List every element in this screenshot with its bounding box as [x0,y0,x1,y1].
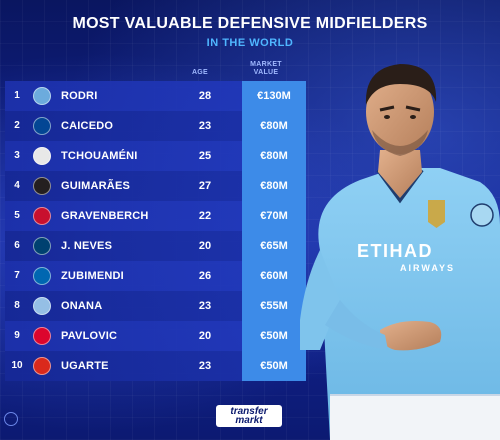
manchester-united-crest [33,356,51,375]
table-row: 10 UGARTE 23 €50M [5,351,306,381]
table-row: 5 GRAVENBERCH 22 €70M [5,201,306,231]
table-row: 2 CAICEDO 23 €80M [5,111,306,141]
psg-crest [33,236,51,255]
rank-number: 7 [14,270,20,282]
rank-number: 9 [14,330,20,342]
player-name: ZUBIMENDI [61,269,124,282]
liverpool-crest [33,206,51,225]
player-age: 22 [198,209,212,222]
page-subtitle: IN THE WORLD [206,37,294,49]
logo-line-1: transfer [230,406,268,417]
player-age: 25 [198,149,212,162]
table-row: 8 ONANA 23 €55M [5,291,306,321]
market-value: €80M [242,171,306,201]
table-row: 6 J. NEVES 20 €65M [5,231,306,261]
table-row: 7 ZUBIMENDI 26 €60M [5,261,306,291]
rank-number: 8 [14,300,20,312]
rank-number: 5 [14,210,20,222]
market-value: €60M [242,261,306,291]
market-value: €80M [242,141,306,171]
logo-line-2: markt [235,415,263,426]
player-age: 20 [198,329,212,342]
market-value: €130M [242,81,306,111]
market-value: €70M [242,201,306,231]
player-age: 23 [198,119,212,132]
bayern-crest [33,326,51,345]
player-age: 20 [198,239,212,252]
player-name: ONANA [61,299,103,312]
player-name: J. NEVES [61,239,113,252]
column-header-market-value: MARKET VALUE [250,61,282,76]
transfermarkt-logo: transfer markt [216,405,282,427]
player-name: PAVLOVIC [61,329,118,342]
player-age: 28 [198,89,212,102]
market-value: €50M [242,321,306,351]
player-photo [300,64,500,440]
player-name: RODRI [61,89,98,102]
page-title: MOST VALUABLE DEFENSIVE MIDFIELDERS [72,15,428,32]
player-name: TCHOUAMÉNI [61,149,138,162]
sponsor-subtext: AIRWAYS [400,263,456,273]
aston-villa-crest [33,296,51,315]
social-icon [4,412,18,426]
newcastle-crest [33,176,51,195]
player-name: CAICEDO [61,119,114,132]
sponsor-text: ETIHAD [357,241,433,261]
rank-number: 4 [14,180,20,192]
real-madrid-crest [33,146,51,165]
rank-number: 10 [11,360,23,372]
player-name: GRAVENBERCH [61,209,149,222]
manchester-city-crest [33,86,51,105]
table-row: 4 GUIMARÃES 27 €80M [5,171,306,201]
player-age: 23 [198,299,212,312]
player-age: 23 [198,359,212,372]
chelsea-crest [33,116,51,135]
rank-number: 3 [14,150,20,162]
rank-number: 6 [14,240,20,252]
player-age: 26 [198,269,212,282]
ranking-table: 1 RODRI 28 €130M 2 CAICEDO 23 €80M 3 TCHOUAMÉNI 25… [5,81,306,381]
player-name: GUIMARÃES [61,179,131,192]
rank-number: 1 [14,90,20,102]
player-age: 27 [198,179,212,192]
rank-number: 2 [14,120,20,132]
table-row: 9 PAVLOVIC 20 €50M [5,321,306,351]
market-value: €55M [242,291,306,321]
real-sociedad-crest [33,266,51,285]
column-header-age: AGE [191,69,209,76]
table-row: 1 RODRI 28 €130M [5,81,306,111]
market-value: €50M [242,351,306,381]
market-value: €80M [242,111,306,141]
market-value: €65M [242,231,306,261]
table-row: 3 TCHOUAMÉNI 25 €80M [5,141,306,171]
player-name: UGARTE [61,359,109,372]
